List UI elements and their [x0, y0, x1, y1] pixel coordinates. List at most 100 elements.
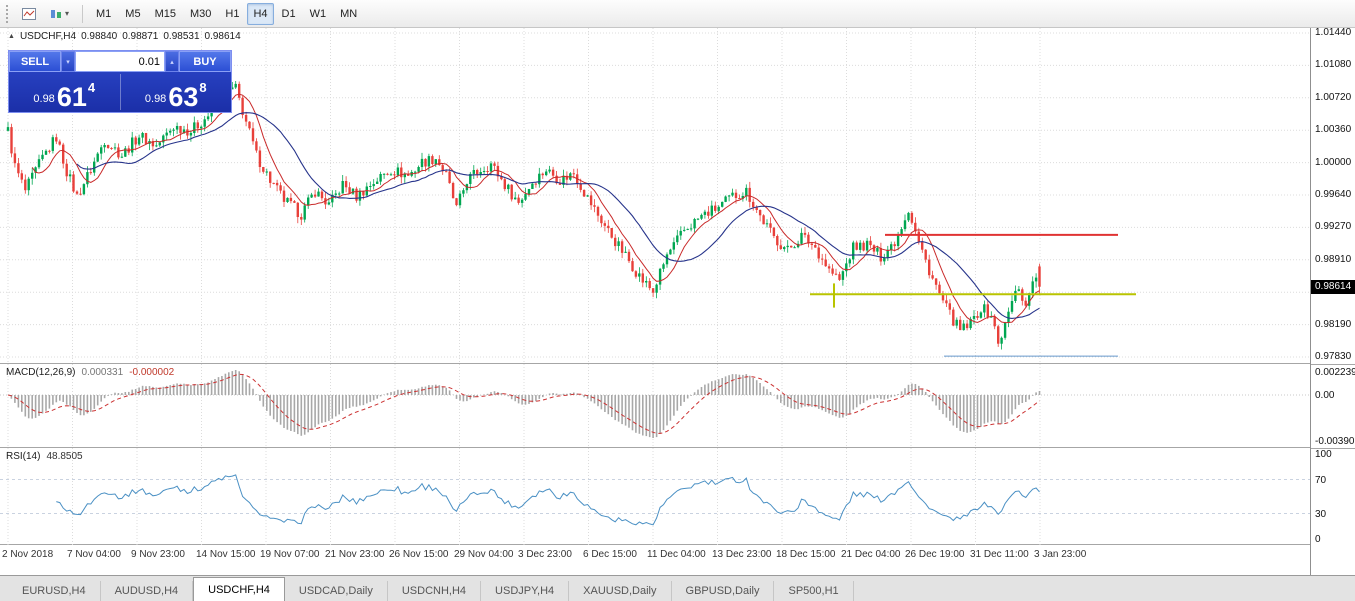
chart-icon: [22, 7, 36, 20]
time-axis-label: 31 Dec 11:00: [970, 549, 1029, 560]
main-chart-panel[interactable]: ▲ USDCHF,H4 0.98840 0.98871 0.98531 0.98…: [0, 28, 1310, 364]
time-axis-label: 6 Dec 15:00: [583, 549, 637, 560]
buy-price-point: 8: [199, 80, 207, 95]
axis-label: 0.97830: [1315, 351, 1352, 362]
price-axis[interactable]: 1.01440 1.01080 1.00720 1.00360 1.00000 0.996…: [1310, 27, 1355, 575]
axis-label: 1.01440: [1315, 27, 1352, 38]
axis-label: 0.98190: [1315, 319, 1352, 330]
timeframe-h1[interactable]: H1: [225, 7, 240, 20]
chart-tab-usdchf[interactable]: USDCHF,H4: [193, 577, 285, 601]
bars-icon: [51, 9, 61, 18]
chart-options-dropdown[interactable]: ▾: [44, 3, 75, 25]
sell-price-prefix: 0.98: [33, 93, 55, 105]
ohlc-low: 0.98531: [163, 31, 200, 42]
rsi-value: 48.8505: [46, 451, 83, 462]
time-axis-label: 14 Nov 15:00: [196, 549, 256, 560]
volume-up-button[interactable]: ▴: [165, 51, 179, 72]
axis-label: 0: [1315, 534, 1321, 545]
axis-label: 1.00360: [1315, 124, 1352, 135]
rsi-panel[interactable]: RSI(14) 48.8505: [0, 448, 1310, 545]
sell-price-pips: 61: [56, 82, 87, 113]
rsi-axis: 100 70 30 0: [1311, 448, 1355, 545]
buy-price[interactable]: 0.98 63 8: [121, 72, 232, 112]
axis-label: 1.01080: [1315, 59, 1352, 70]
chart-tabs: EURUSD,H4 AUDUSD,H4 USDCHF,H4 USDCAD,Daily U…: [8, 576, 854, 601]
ohlc-close: 0.98614: [204, 31, 241, 42]
time-axis-label: 18 Dec 15:00: [776, 549, 836, 560]
timeframe-h4[interactable]: H4: [247, 2, 274, 25]
time-axis-label: 21 Dec 04:00: [841, 549, 901, 560]
rsi-label: RSI(14) 48.8505: [6, 451, 83, 462]
timeframe-group: M1 M5 M15 M30 H1 H4 D1 W1 MN: [90, 2, 363, 25]
time-axis-label: 21 Nov 23:00: [325, 549, 385, 560]
time-axis-label: 3 Jan 23:00: [1034, 549, 1087, 560]
volume-down-button[interactable]: ▾: [61, 51, 75, 72]
axis-label: 0.002239: [1315, 367, 1355, 378]
sell-button[interactable]: SELL: [9, 51, 61, 72]
chart-tab-gbpusd[interactable]: GBPUSD,Daily: [672, 581, 775, 601]
macd-canvas[interactable]: [0, 364, 1310, 453]
toolbar-separator: [82, 4, 84, 23]
time-axis-label: 29 Nov 04:00: [454, 549, 514, 560]
timeframe-m15[interactable]: M15: [154, 7, 176, 20]
macd-signal-value: -0.000002: [129, 367, 175, 378]
timeframe-w1[interactable]: W1: [309, 7, 327, 20]
time-axis-label: 13 Dec 23:00: [712, 549, 772, 560]
time-axis-label: 26 Nov 15:00: [389, 549, 449, 560]
price-divider: [119, 74, 121, 110]
time-axis-label: 2 Nov 2018: [2, 549, 54, 560]
volume-input[interactable]: [75, 51, 165, 72]
chart-area: ▲ USDCHF,H4 0.98840 0.98871 0.98531 0.98…: [0, 28, 1310, 575]
chart-tab-usdjpy[interactable]: USDJPY,H4: [481, 581, 570, 601]
one-click-trading-widget: SELL ▾ ▴ BUY 0.98 61 4 0.98 63 8: [8, 50, 232, 113]
symbol-label: USDCHF,H4: [19, 31, 77, 42]
timeframe-m30[interactable]: M30: [189, 7, 212, 20]
rsi-name: RSI(14): [6, 451, 41, 462]
time-axis-label: 11 Dec 04:00: [647, 549, 706, 560]
timeframe-m5[interactable]: M5: [125, 7, 141, 20]
ohlc-open: 0.98840: [81, 31, 118, 42]
time-axis-label: 19 Nov 07:00: [260, 549, 320, 560]
macd-panel[interactable]: MACD(12,26,9) 0.000331 -0.000002: [0, 364, 1310, 448]
price-chart-canvas[interactable]: [0, 28, 1310, 369]
chart-tab-xauusd[interactable]: XAUUSD,Daily: [569, 581, 672, 601]
axis-label: 1.00000: [1315, 157, 1352, 168]
timeframe-mn[interactable]: MN: [340, 7, 358, 20]
sell-price-point: 4: [87, 80, 96, 95]
macd-label: MACD(12,26,9) 0.000331 -0.000002: [6, 367, 174, 378]
buy-price-pips: 63: [168, 82, 199, 113]
buy-price-prefix: 0.98: [144, 93, 167, 105]
ohlc-high: 0.98871: [122, 31, 159, 42]
timeframe-m1[interactable]: M1: [96, 7, 112, 20]
sell-price[interactable]: 0.98 61 4: [9, 72, 120, 112]
chart-tab-eurusd[interactable]: EURUSD,H4: [8, 581, 101, 601]
axis-label: 0.00: [1315, 390, 1335, 401]
axis-label: 1.00720: [1315, 92, 1352, 103]
timeframe-d1[interactable]: D1: [281, 7, 296, 20]
time-axis-label: 7 Nov 04:00: [67, 549, 121, 560]
time-axis[interactable]: 2 Nov 2018 7 Nov 04:00 9 Nov 23:00 14 Nov 1…: [0, 545, 1310, 567]
symbol-marker-icon: ▲: [8, 33, 15, 40]
chart-tab-sp500[interactable]: SP500,H1: [774, 581, 854, 601]
chart-tab-usdcnh[interactable]: USDCNH,H4: [388, 581, 482, 601]
rsi-canvas[interactable]: [0, 448, 1310, 550]
chart-header: ▲ USDCHF,H4 0.98840 0.98871 0.98531 0.98…: [8, 31, 241, 42]
time-axis-label: 3 Dec 23:00: [518, 549, 572, 560]
axis-label: 100: [1315, 449, 1332, 460]
axis-label: 0.98910: [1315, 254, 1352, 265]
toolbar-grip[interactable]: [6, 4, 10, 23]
current-price-badge: 0.98614: [1311, 280, 1355, 294]
macd-name: MACD(12,26,9): [6, 367, 76, 378]
chart-tab-usdcad[interactable]: USDCAD,Daily: [285, 581, 388, 601]
buy-button[interactable]: BUY: [179, 51, 231, 72]
macd-value: 0.000331: [81, 367, 124, 378]
axis-label: 0.99640: [1315, 189, 1352, 200]
axis-label: 70: [1315, 475, 1327, 486]
axis-label: 30: [1315, 509, 1327, 520]
chart-window-button[interactable]: [16, 3, 42, 25]
axis-label: 0.99270: [1315, 221, 1352, 232]
dropdown-caret-icon: ▾: [65, 8, 70, 18]
chart-tab-audusd[interactable]: AUDUSD,H4: [101, 581, 194, 601]
